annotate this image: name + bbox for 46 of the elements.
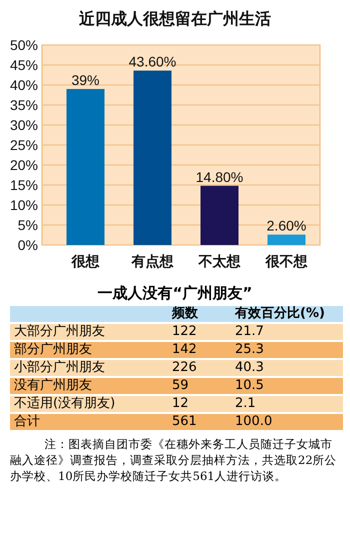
- data-label: 25.3: [231, 342, 343, 358]
- y-tick-label: 50%: [10, 37, 38, 53]
- data-label: 142: [168, 342, 231, 358]
- data-label: 561: [168, 414, 231, 430]
- y-tick-label: 0%: [18, 237, 38, 253]
- x-tick-label: 很想: [70, 254, 100, 270]
- data-label: 2.1: [231, 396, 343, 412]
- y-tick-label: 40%: [10, 77, 38, 93]
- text: 注：图表摘自团市委《在穗外来务工人员随迁子女城市融入途径》调查报告，调查采取分层抽样方法，共选取22所公办学校、10所民办学校随迁子女共561人进行访谈。: [10, 436, 338, 484]
- data-label: 43.60%: [128, 54, 176, 70]
- category-label: 小部分广州朋友: [10, 360, 168, 376]
- category-label: 不适用(没有朋友): [10, 396, 168, 412]
- data-label: 59: [168, 378, 231, 394]
- y-tick-label: 35%: [10, 97, 38, 113]
- category-label: 大部分广州朋友: [10, 324, 168, 340]
- data-label: 12: [168, 396, 231, 412]
- data-label: 10.5: [231, 378, 343, 394]
- x-tick-label: 有点想: [130, 254, 174, 270]
- y-tick-label: 15%: [10, 177, 38, 193]
- y-tick-label: 10%: [10, 197, 38, 213]
- bar: [200, 186, 238, 245]
- data-label: 21.7: [231, 324, 343, 340]
- bar: [268, 234, 306, 245]
- y-tick-label: 45%: [10, 57, 38, 73]
- y-tick-label: 5%: [18, 217, 38, 233]
- x-tick-label: 不太想: [198, 254, 242, 270]
- data-label: 100.0: [231, 414, 343, 430]
- x-tick-label: 很不想: [264, 254, 308, 270]
- bar: [66, 89, 104, 245]
- y-tick-label: 20%: [10, 157, 38, 173]
- data-label: 14.80%: [196, 168, 244, 185]
- category-label: 没有广州朋友: [10, 378, 168, 394]
- y-tick-label: 30%: [10, 117, 38, 133]
- category-label: 部分广州朋友: [10, 342, 168, 358]
- bar: [134, 70, 172, 245]
- series-label: 频数: [168, 306, 231, 322]
- data-label: 122: [168, 324, 231, 340]
- data-label: 226: [168, 360, 231, 376]
- chart-title: 近四成人很想留在广州生活: [78, 9, 271, 28]
- data-label: 2.60%: [266, 218, 306, 234]
- data-label: 39%: [71, 72, 100, 88]
- category-label: 合计: [10, 414, 168, 430]
- text: 一成人没有“广州朋友”: [96, 284, 254, 304]
- series-label: 有效百分比(%): [231, 306, 343, 322]
- data-label: 40.3: [231, 360, 343, 376]
- y-tick-label: 25%: [10, 137, 38, 153]
